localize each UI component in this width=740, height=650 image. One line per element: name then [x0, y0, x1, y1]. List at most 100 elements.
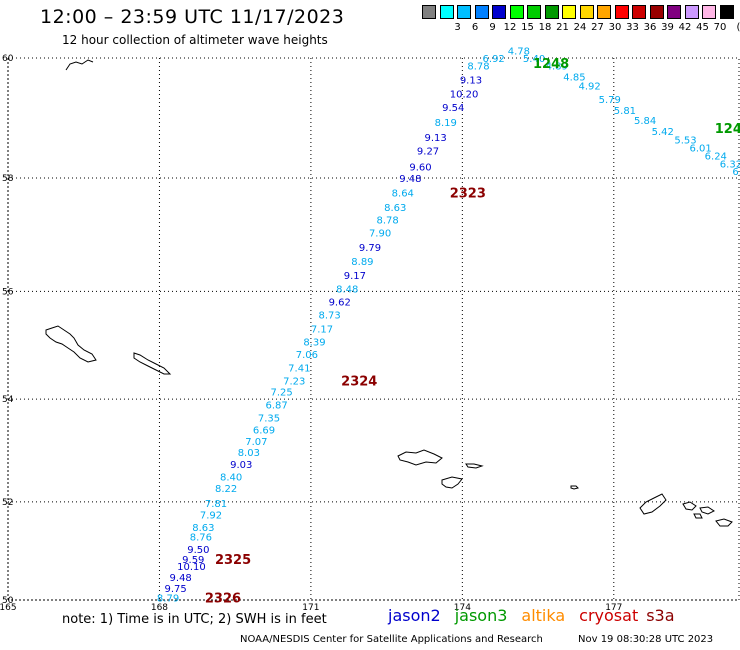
- swh-value: 5.53: [674, 136, 696, 147]
- swh-value: 6.24: [705, 152, 727, 163]
- swh-value: 8.39: [303, 338, 325, 349]
- legend-swatch: [702, 5, 716, 19]
- swh-value: 5.40: [523, 54, 545, 65]
- map-frame: [7, 57, 740, 601]
- graticule: 165 168 171 174 177 60 58 56 54 52 50: [0, 54, 740, 613]
- lat-tick-label: 52: [2, 498, 13, 508]
- swh-value: 8.22: [215, 484, 237, 495]
- island-agattu: [441, 476, 463, 489]
- swh-value: 8.64: [392, 188, 414, 199]
- swh-value: 6.32: [720, 159, 740, 170]
- legend-value: 9: [489, 22, 496, 33]
- legend-swatch: [492, 5, 506, 19]
- altimeter-tracks: 8.799.759.4810.109.599.508.768.637.927.8…: [157, 47, 740, 607]
- swh-value: 7.06: [296, 350, 318, 361]
- lat-tick-label: 50: [2, 596, 14, 606]
- swh-value: 9.48: [399, 174, 421, 185]
- lat-tick-label: 58: [2, 174, 14, 184]
- legend-value: 36: [643, 22, 657, 33]
- satellite-jason3: jason3: [454, 606, 508, 625]
- swh-value: 6.7: [732, 167, 740, 178]
- pass-number: 1249: [715, 122, 740, 137]
- legend-swatch: [649, 5, 664, 19]
- legend-value: 30: [608, 22, 622, 33]
- swh-value: 9.79: [359, 243, 381, 254]
- lon-tick-label: 177: [605, 603, 622, 613]
- lon-tick-label: 168: [151, 603, 168, 613]
- swh-value: 9.17: [344, 271, 366, 282]
- swh-value: 8.89: [351, 257, 373, 268]
- swh-value: 7.35: [258, 413, 280, 424]
- pass-number: 2323: [450, 186, 486, 201]
- legend-value: 15: [521, 22, 534, 33]
- legend-swatch: [579, 5, 594, 19]
- satellite-legend: jason2 jason3 altika cryosat s3a: [388, 606, 689, 625]
- island-rat-3: [715, 518, 733, 527]
- island-medny: [133, 352, 172, 375]
- swh-value: 8.03: [238, 448, 260, 459]
- swh-value: 9.62: [329, 297, 351, 308]
- swh-value: 4.92: [578, 82, 600, 93]
- satellite-jason2: jason2: [388, 606, 441, 625]
- swh-value: 6.01: [690, 143, 712, 154]
- legend-value: 27: [591, 22, 604, 33]
- swh-value: 7.81: [205, 499, 227, 510]
- swh-value: 9.54: [442, 103, 464, 114]
- swh-value: 9.03: [230, 460, 252, 471]
- legend-value: 33: [626, 22, 639, 33]
- swh-value: 8.63: [384, 203, 406, 214]
- swh-value: 7.90: [369, 229, 391, 240]
- pass-number: 2325: [215, 553, 251, 568]
- legend-value: 21: [556, 22, 569, 33]
- swh-value: 9.13: [424, 133, 446, 144]
- footnote: note: 1) Time is in UTC; 2) SWH is in fe…: [62, 612, 327, 627]
- pass-number: 2324: [341, 375, 377, 390]
- swh-value: 8.78: [377, 216, 399, 227]
- legend-swatch: [614, 5, 629, 19]
- island-rat-2: [699, 506, 715, 515]
- legend-unit: (ft): [736, 22, 740, 33]
- legend-value: 70: [713, 22, 727, 33]
- credit-line: NOAA/NESDIS Center for Satellite Applica…: [240, 634, 543, 645]
- legend-swatch: [719, 5, 734, 19]
- legend-swatch: [544, 5, 559, 19]
- island-semichi: [465, 463, 484, 469]
- swh-value: 9.60: [409, 162, 431, 173]
- swh-value: 8.76: [190, 533, 212, 544]
- swh-value: 9.59: [182, 555, 204, 566]
- lon-tick-label: 165: [0, 603, 17, 613]
- legend-swatch: [509, 5, 524, 19]
- island-rat-4: [693, 513, 703, 519]
- swh-value: 7.23: [283, 377, 305, 388]
- pass-number: 1248: [533, 57, 569, 72]
- coastline-kamchatka-tip: [65, 59, 94, 71]
- legend-swatch: [527, 5, 541, 19]
- swh-value: 7.92: [200, 510, 222, 521]
- swh-value: 8.78: [467, 61, 489, 72]
- island-attu: [397, 449, 443, 466]
- map-title: 12:00 – 23:59 UTC 11/17/2023: [40, 6, 345, 28]
- legend-value: 6: [471, 22, 479, 33]
- satellite-cryosat: cryosat: [579, 606, 639, 625]
- swh-value: 7.07: [245, 437, 267, 448]
- legend-swatch: [474, 5, 489, 19]
- legend-value: 3: [454, 22, 461, 33]
- swh-value: 9.50: [187, 545, 209, 556]
- swh-value: 8.48: [336, 285, 358, 296]
- swh-value: 5.42: [652, 127, 674, 138]
- island-bering: [45, 325, 97, 363]
- swh-value: 8.73: [318, 311, 340, 322]
- swh-value: 10.20: [450, 90, 479, 101]
- swh-value: 8.19: [435, 118, 457, 129]
- swh-value: 7.25: [271, 387, 293, 398]
- legend-swatch: [667, 5, 681, 19]
- swh-value: 5.84: [634, 116, 656, 127]
- lon-tick-label: 174: [454, 603, 471, 613]
- legend-swatch: [632, 5, 646, 19]
- legend-swatch: [562, 5, 576, 19]
- legend-value: 39: [661, 22, 674, 33]
- legend-value: 18: [538, 22, 552, 33]
- swh-value: 5.79: [599, 95, 621, 106]
- swh-value: 10.10: [177, 562, 206, 573]
- map-subtitle: 12 hour collection of altimeter wave hei…: [62, 33, 328, 47]
